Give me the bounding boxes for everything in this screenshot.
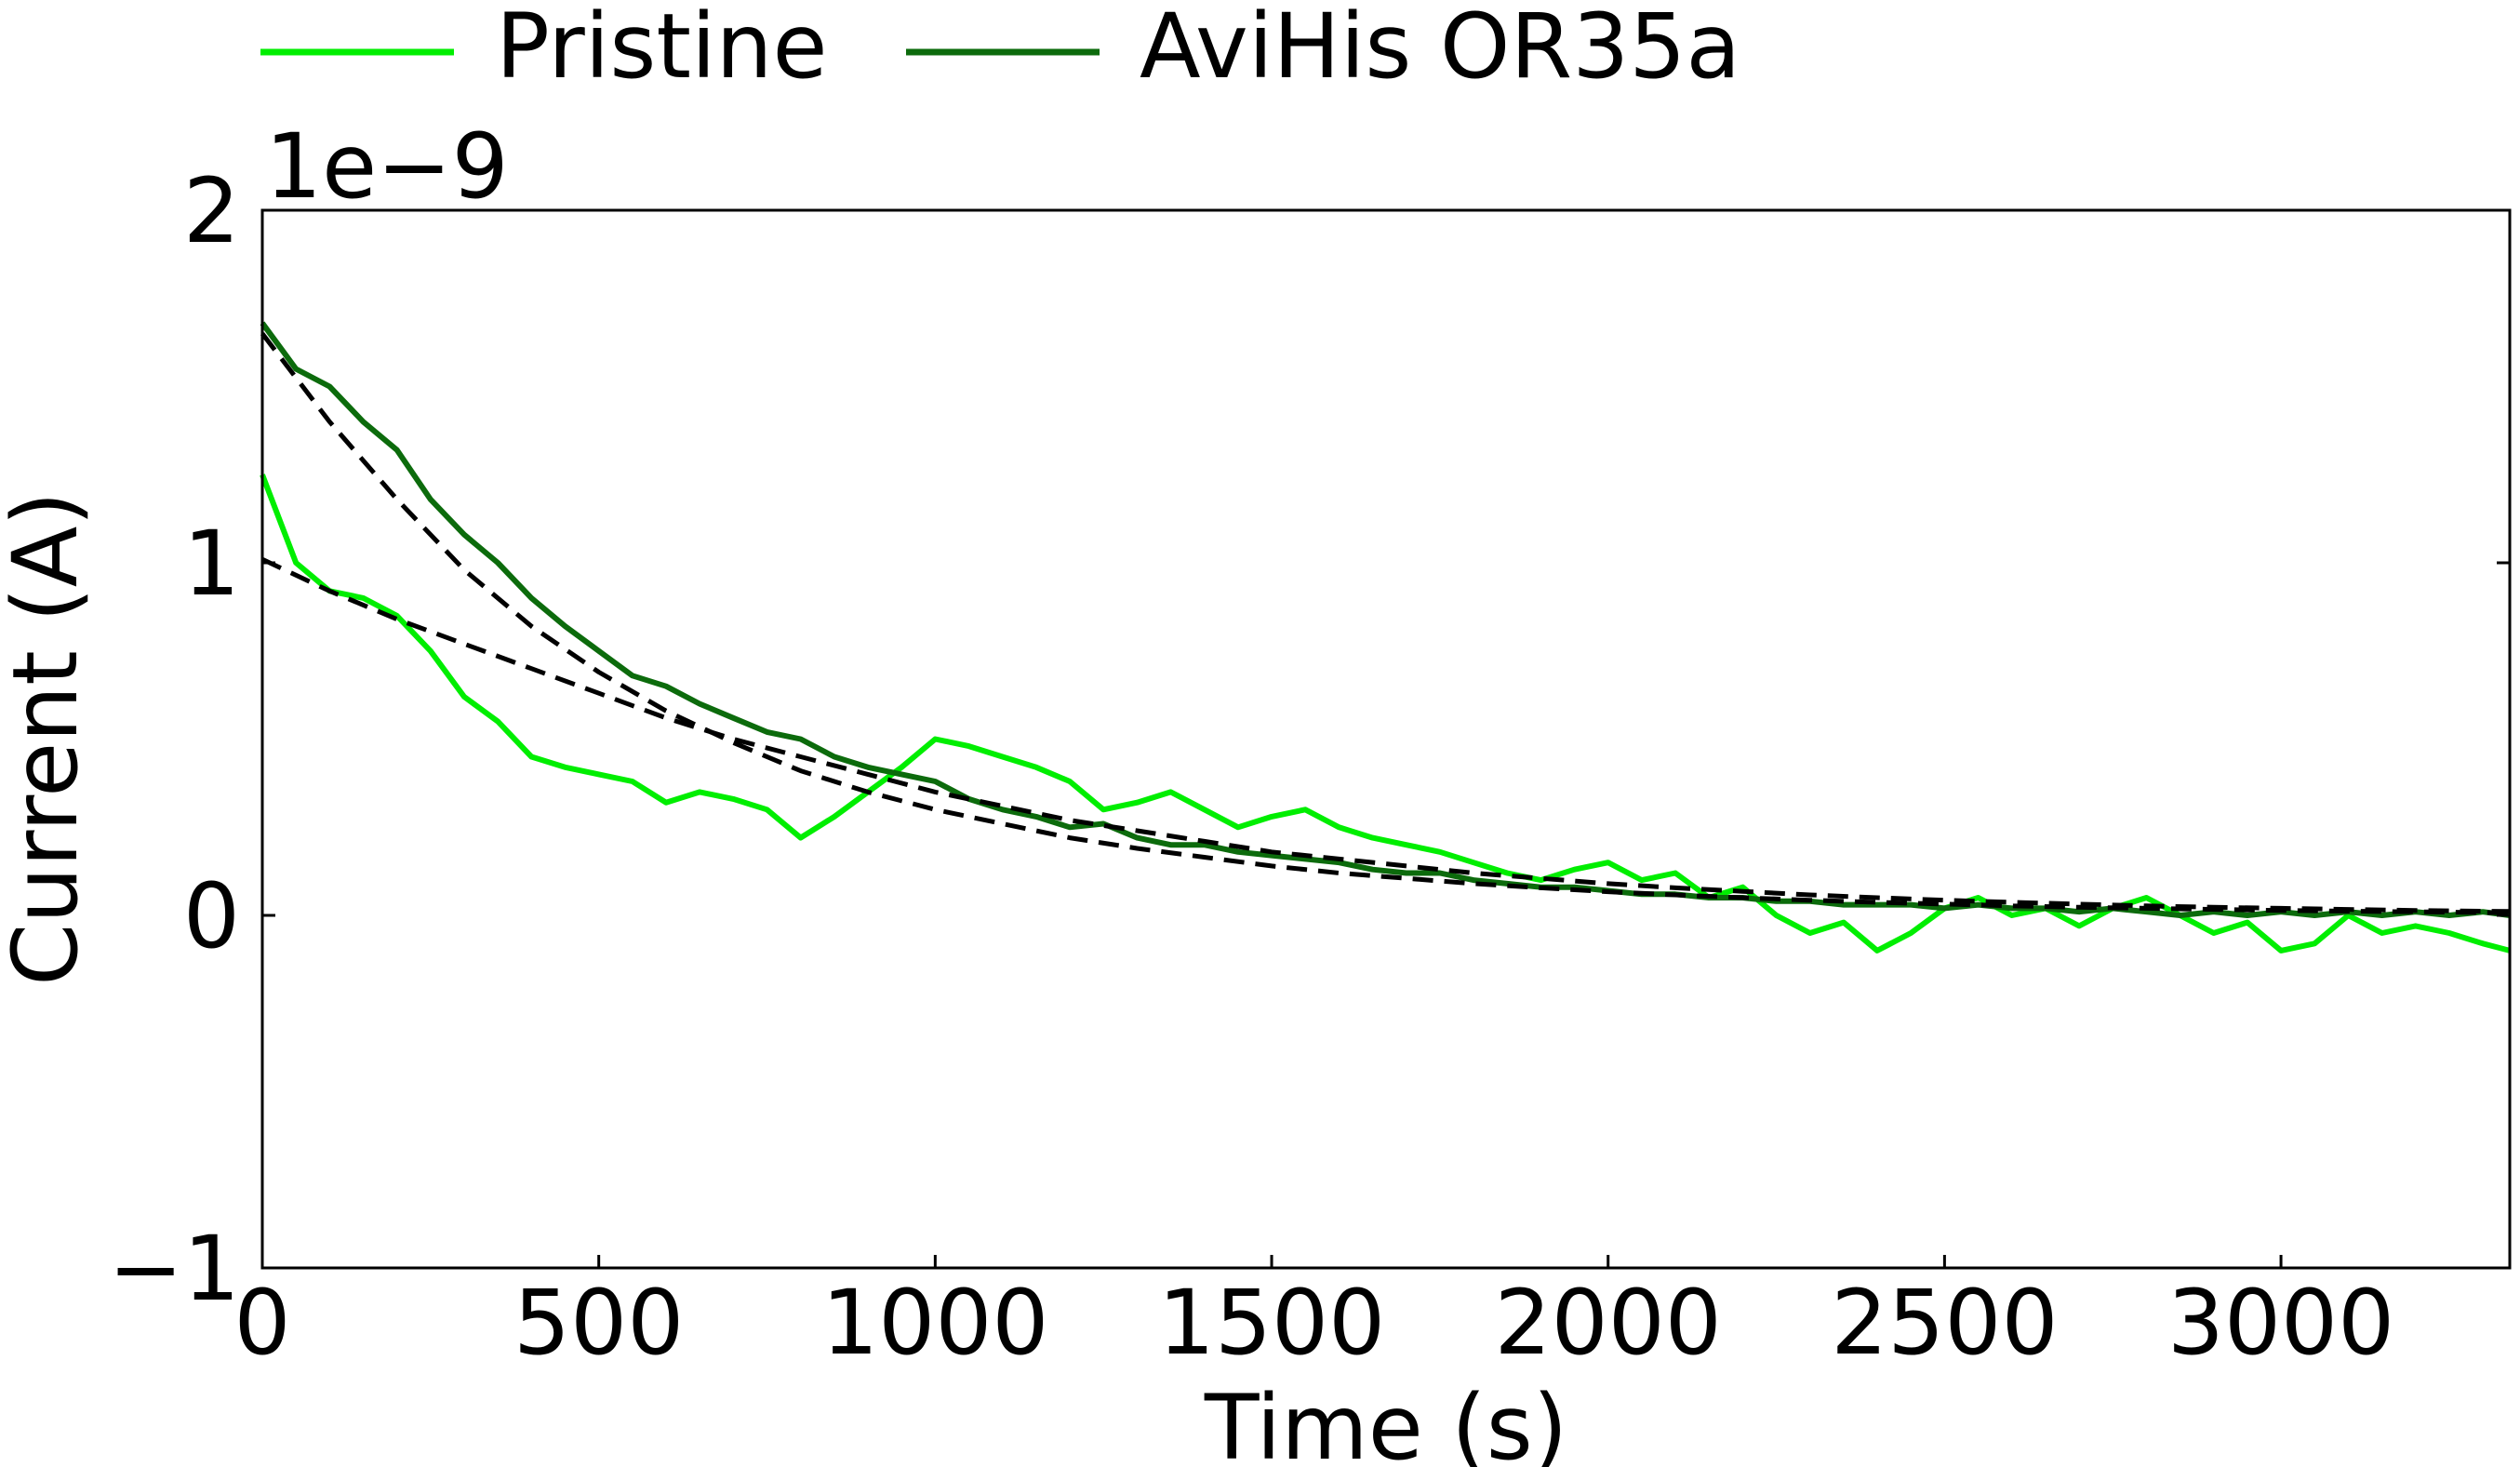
y-tick-label: −1 [108, 1217, 240, 1321]
x-tick-label: 2000 [1495, 1271, 1722, 1375]
series-line-pristine [260, 473, 2511, 954]
y-axis-label: Current (A) [0, 491, 98, 986]
axes-frame [260, 208, 2512, 1270]
y-tick-label: 2 [183, 159, 240, 263]
series-line-fit-3 [260, 332, 2511, 915]
x-tick-label: 0 [233, 1271, 290, 1375]
series-line-avihis-or35a [260, 321, 2511, 918]
y-tick-label: 1 [183, 512, 240, 616]
legend-label-pristine: Pristine [496, 0, 828, 99]
legend: Pristine AviHis OR35a [260, 0, 1740, 99]
y-offset-label: 1e−9 [265, 114, 509, 219]
x-tick-label: 1500 [1158, 1271, 1385, 1375]
series-line-fit-2 [260, 556, 2511, 914]
plot-area [260, 321, 2511, 954]
x-tick-label: 3000 [2167, 1271, 2394, 1375]
x-axis-label: Time (s) [1204, 1376, 1567, 1467]
y-tick-label: 0 [183, 864, 240, 968]
x-tick-label: 1000 [821, 1271, 1048, 1375]
legend-label-avihis: AviHis OR35a [1140, 0, 1740, 99]
x-tick-label: 2500 [1831, 1271, 2058, 1375]
x-tick-label: 500 [513, 1271, 684, 1375]
